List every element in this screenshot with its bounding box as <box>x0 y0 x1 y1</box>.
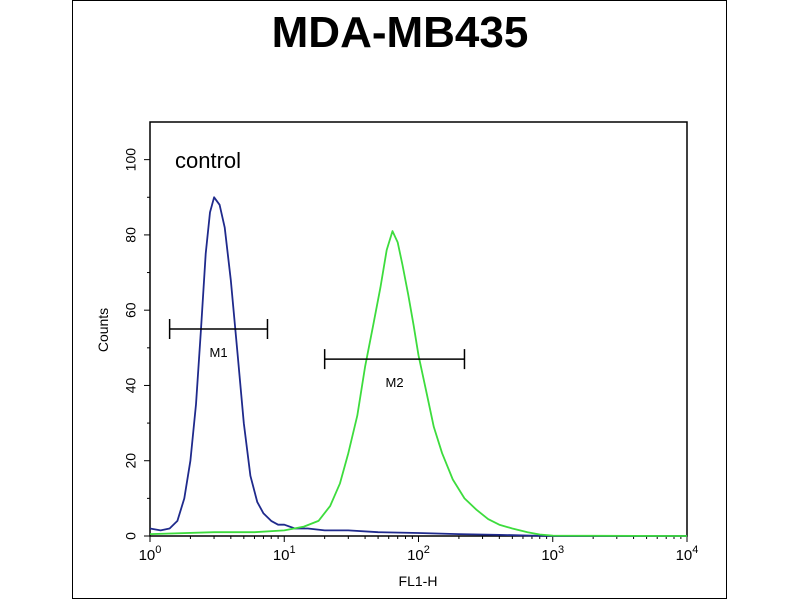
y-tick-label-4: 80 <box>123 227 139 243</box>
x-tick-label-1: 101 <box>273 544 296 564</box>
y-axis-ticks: 0 20 40 60 80 100 <box>123 148 150 540</box>
x-tick-label-3: 103 <box>541 544 564 564</box>
x-tick-label-0: 100 <box>139 544 162 564</box>
x-axis-ticks: 100 101 102 103 104 <box>139 536 699 564</box>
series-layer <box>149 196 688 537</box>
y-tick-label-3: 60 <box>123 302 139 318</box>
figure-frame <box>72 0 727 599</box>
marker-layer: M1 M2 <box>168 319 466 390</box>
marker-label-m2: M2 <box>386 375 404 390</box>
control-annotation: control <box>175 148 241 173</box>
chart-title: MDA-MB435 <box>271 8 529 57</box>
y-tick-label-0: 0 <box>123 532 139 540</box>
x-tick-label-4: 104 <box>676 544 699 564</box>
y-tick-label-5: 100 <box>123 148 139 172</box>
histogram-series-1 <box>149 196 687 537</box>
x-axis-label: FL1-H <box>399 573 438 589</box>
y-axis-label: Counts <box>95 308 111 352</box>
x-tick-label-2: 102 <box>407 544 430 564</box>
y-tick-label-2: 40 <box>123 377 139 393</box>
marker-label-m1: M1 <box>210 345 228 360</box>
histogram-series-2 <box>149 230 688 537</box>
y-tick-label-1: 20 <box>123 453 139 469</box>
